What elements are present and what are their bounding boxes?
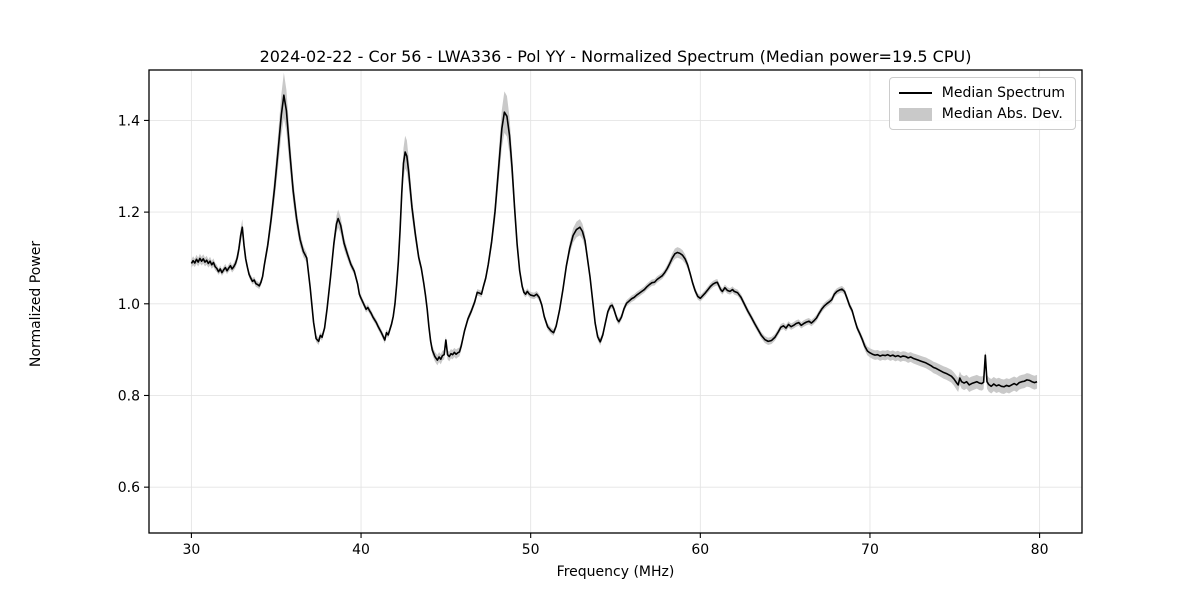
legend-item-median-abs-dev: Median Abs. Dev. (898, 106, 1065, 122)
y-tick-label: 0.8 (118, 388, 140, 404)
legend: Median Spectrum Median Abs. Dev. (888, 77, 1076, 130)
y-tick-label: 1.2 (118, 205, 140, 221)
x-tick-label: 30 (182, 542, 200, 558)
x-axis-label: Frequency (MHz) (556, 564, 675, 580)
x-tick-label: 50 (522, 542, 540, 558)
legend-label: Median Spectrum (941, 85, 1065, 101)
chart-title: 2024-02-22 - Cor 56 - LWA336 - Pol YY - … (259, 47, 972, 66)
y-tick-label: 1.0 (118, 297, 140, 313)
plot-border (148, 69, 1083, 534)
legend-label: Median Abs. Dev. (941, 106, 1063, 122)
legend-item-median-spectrum: Median Spectrum (898, 85, 1065, 101)
y-axis-label: Normalized Power (28, 240, 44, 368)
x-tick-label: 70 (861, 542, 879, 558)
y-tick-label: 1.4 (118, 113, 140, 129)
legend-band-sample-icon (898, 107, 932, 121)
x-tick-label: 40 (352, 542, 370, 558)
x-tick-label: 80 (1031, 542, 1049, 558)
median-spectrum-line (190, 94, 1038, 388)
x-tick-label: 60 (691, 542, 709, 558)
y-tick-label: 0.6 (118, 480, 140, 496)
legend-line-sample-icon (898, 92, 932, 94)
